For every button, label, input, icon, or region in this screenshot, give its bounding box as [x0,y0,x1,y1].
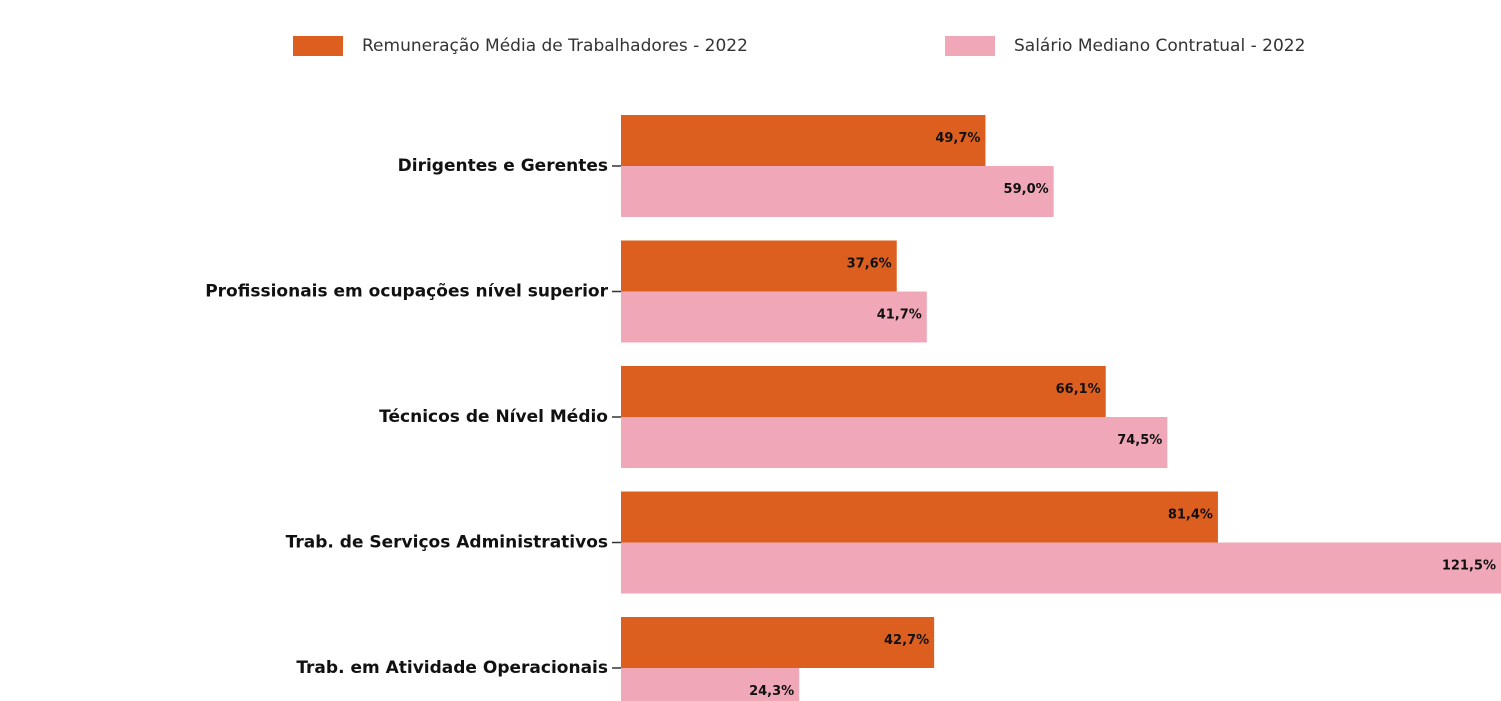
legend-swatch [945,36,995,56]
legend-label: Salário Mediano Contratual - 2022 [1014,36,1305,56]
value-label: 49,7% [935,131,980,146]
y-tick-label: Dirigentes e Gerentes [398,156,608,176]
bar [621,417,1168,468]
value-label: 24,3% [749,684,794,699]
bar [621,115,986,166]
y-tick-label: Trab. em Atividade Operacionais [296,658,608,678]
value-label: 42,7% [884,633,929,648]
bar [621,668,800,701]
bar [621,491,1218,543]
value-label: 66,1% [1056,382,1101,397]
bar [621,542,1501,594]
y-tick-label: Trab. de Serviços Administrativos [286,533,608,553]
y-tick-label: Técnicos de Nível Médio [379,407,608,427]
value-label: 74,5% [1117,433,1162,448]
value-label: 37,6% [847,257,892,272]
legend-swatch [293,36,343,56]
bar [621,291,927,343]
legend-label: Remuneração Média de Trabalhadores - 202… [362,36,748,56]
bar [621,366,1106,417]
bar [621,617,935,668]
value-label: 81,4% [1168,508,1213,523]
bar [621,166,1054,217]
value-label: 41,7% [877,308,922,323]
value-label: 121,5% [1442,559,1496,574]
value-label: 59,0% [1004,182,1049,197]
bar [621,240,897,292]
y-tick-label: Profissionais em ocupações nível superio… [205,282,608,302]
